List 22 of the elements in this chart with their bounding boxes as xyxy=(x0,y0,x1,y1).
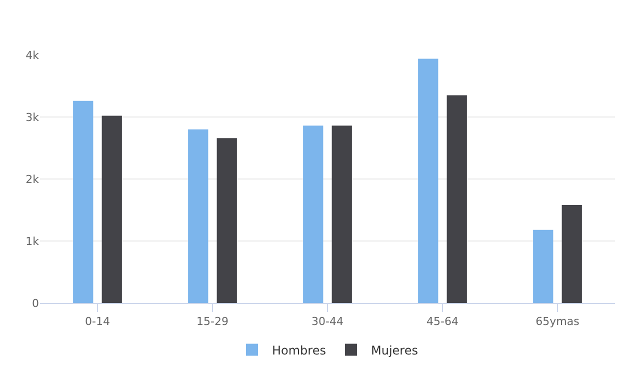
y-tick-label: 0 xyxy=(32,296,39,310)
legend-label: Hombres xyxy=(272,343,326,358)
bar xyxy=(303,126,324,303)
y-tick-label: 3k xyxy=(26,110,40,124)
bar xyxy=(332,126,352,303)
legend-label: Mujeres xyxy=(370,343,418,358)
x-tick-label: 65ymas xyxy=(536,315,580,328)
y-tick-label: 1k xyxy=(26,234,40,248)
x-tick-label: 45-64 xyxy=(426,315,458,328)
x-tick-label: 15-29 xyxy=(196,315,228,328)
y-tick-label: 4k xyxy=(26,48,40,62)
x-tick-label: 30-44 xyxy=(312,315,344,328)
bar xyxy=(418,58,438,303)
y-tick-label: 2k xyxy=(26,172,40,186)
bar xyxy=(562,205,582,303)
bar xyxy=(533,230,554,303)
bar xyxy=(216,138,237,303)
bar xyxy=(102,116,122,303)
x-tick-label: 0-14 xyxy=(85,315,110,328)
bar xyxy=(73,100,94,303)
bar xyxy=(446,95,467,303)
bar xyxy=(188,129,208,303)
